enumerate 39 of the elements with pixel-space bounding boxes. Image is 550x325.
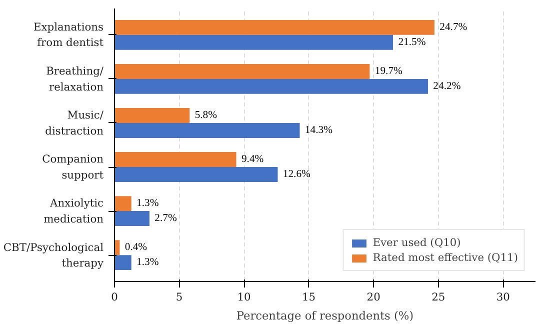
- y-tick-label: Music/ distraction: [45, 108, 104, 138]
- y-tick-label: CBT/Psychological therapy: [3, 240, 104, 270]
- bar: [114, 196, 132, 212]
- x-tick-label: 20: [366, 290, 381, 304]
- bar: [114, 34, 394, 50]
- y-tick-label: Companion support: [42, 152, 104, 182]
- data-label: 2.7%: [154, 213, 177, 224]
- x-axis-title: Percentage of respondents (%): [236, 308, 414, 322]
- data-label: 1.3%: [136, 198, 159, 210]
- data-label: 0.4%: [124, 242, 148, 254]
- y-tick-label: Breathing/ relaxation: [46, 64, 104, 94]
- data-label: 24.2%: [433, 80, 461, 92]
- bar: [114, 211, 150, 226]
- data-label: 14.3%: [304, 124, 333, 136]
- data-label: 9.4%: [241, 154, 264, 166]
- x-tick-label: 15: [302, 290, 316, 304]
- bar: [114, 108, 190, 123]
- bar: [114, 167, 278, 182]
- x-tick-label: 0: [111, 290, 118, 304]
- bar: [114, 20, 434, 35]
- y-tick-label: Explanations from dentist: [33, 20, 104, 50]
- x-tick-label: 10: [237, 290, 252, 304]
- data-label: 21.5%: [398, 36, 426, 48]
- bar: [114, 64, 370, 79]
- x-tick-label: 25: [432, 290, 446, 304]
- legend-label: Ever used (Q10): [372, 236, 461, 249]
- data-label: 5.8%: [194, 110, 218, 121]
- legend-label: Rated most effective (Q11): [372, 251, 518, 264]
- data-label: 12.6%: [282, 169, 311, 180]
- x-tick-label: 5: [176, 290, 183, 304]
- data-label: 19.7%: [374, 66, 403, 77]
- data-label: 24.7%: [440, 22, 468, 33]
- data-label: 1.3%: [136, 257, 159, 268]
- x-tick-label: 30: [496, 290, 510, 304]
- bar: [114, 122, 300, 138]
- y-tick-label: Anxiolytic medication: [44, 196, 104, 226]
- bar: [114, 78, 428, 94]
- bar: [114, 255, 132, 270]
- bar: [114, 152, 236, 168]
